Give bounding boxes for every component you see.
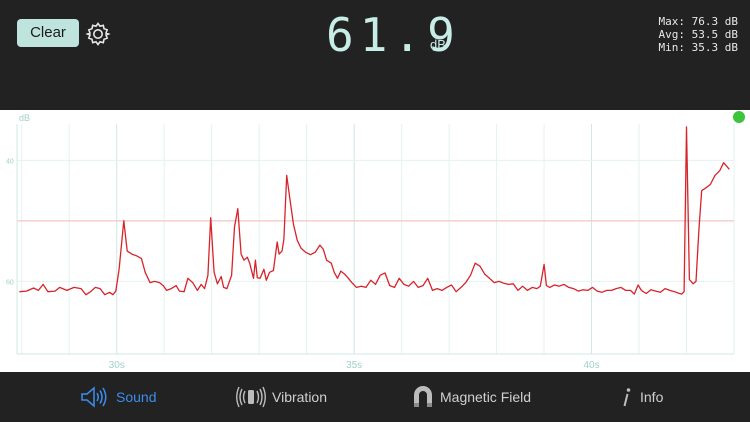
speaker-icon xyxy=(81,386,107,408)
stat-max-value: 76.3 dB xyxy=(691,15,738,28)
x-tick-label: 35s xyxy=(346,360,362,371)
tab-magnetic-field[interactable]: Magnetic Field xyxy=(412,372,531,422)
sound-level-chart: dB 60 40 30s 35s 40s xyxy=(6,111,745,371)
x-tick-label: 30s xyxy=(109,360,125,371)
stat-max-label: Max: xyxy=(658,15,686,28)
x-tick-label: 40s xyxy=(583,360,599,371)
y-tick-label: 60 xyxy=(6,279,14,286)
header: Clear 61.9 dB Max: 76.3 dB Avg: 53.5 dB Mi… xyxy=(0,0,750,110)
tab-sound-label: Sound xyxy=(116,389,157,405)
vibration-icon xyxy=(236,386,266,408)
tab-info-label: Info xyxy=(640,389,664,405)
gear-icon[interactable] xyxy=(85,21,111,47)
stat-min-label: Min: xyxy=(658,41,686,54)
stat-avg: Avg: 53.5 dB xyxy=(626,28,738,41)
stat-avg-label: Avg: xyxy=(658,28,686,41)
y-axis-unit-label: dB xyxy=(19,113,30,123)
stat-min-value: 35.3 dB xyxy=(691,41,738,54)
info-icon xyxy=(623,388,631,407)
tab-vibration-label: Vibration xyxy=(272,389,328,405)
stat-max: Max: 76.3 dB xyxy=(626,15,738,28)
y-tick-label: 40 xyxy=(6,158,14,165)
tab-magnetic-field-label: Magnetic Field xyxy=(440,389,532,405)
stat-avg-value: 53.5 dB xyxy=(691,28,738,41)
magnet-icon xyxy=(414,386,432,407)
tab-sound[interactable]: Sound xyxy=(80,372,156,422)
tab-vibration[interactable]: Vibration xyxy=(236,372,327,422)
tab-info[interactable]: Info xyxy=(620,372,663,422)
clear-button[interactable]: Clear xyxy=(17,19,79,47)
stats-panel: Max: 76.3 dB Avg: 53.5 dB Min: 35.3 dB xyxy=(626,15,738,54)
sound-graph: dB 60 40 30s 35s 40s xyxy=(0,110,750,372)
sound-level-series-line xyxy=(19,126,730,296)
sound-level-readout: 61.9 xyxy=(326,10,455,60)
stat-min: Min: 35.3 dB xyxy=(626,41,738,54)
sound-level-value: 61.9 xyxy=(326,8,461,62)
tab-bar: Sound Vibration Magnetic Field Info xyxy=(0,372,750,422)
sound-level-unit: dB xyxy=(430,37,446,52)
status-indicator xyxy=(733,111,745,123)
